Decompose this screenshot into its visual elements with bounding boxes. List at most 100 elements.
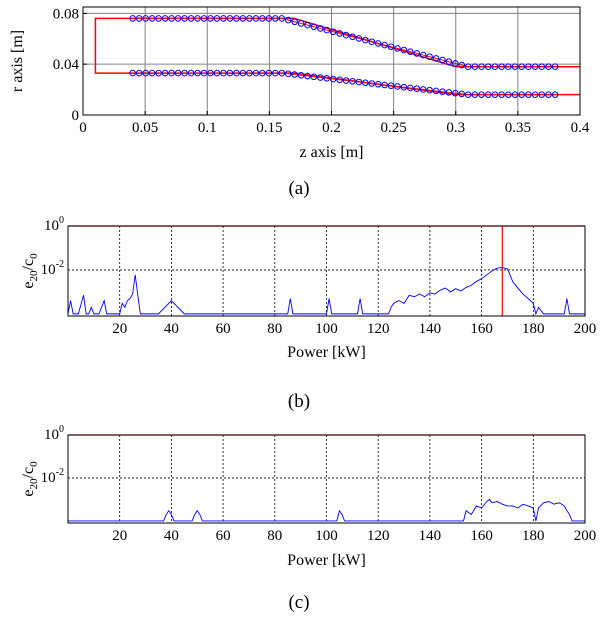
marker-point [168,15,175,22]
marker-point [464,91,472,98]
tick-label-x: 0.3 [446,120,465,136]
marker-point [498,63,505,71]
marker-point [323,26,331,34]
marker-point [511,63,519,71]
marker-point [464,63,472,71]
marker-point [329,28,337,36]
marker-point [531,63,539,71]
data-series [68,498,585,522]
marker-point [505,91,512,98]
panel-caption-c: (c) [288,592,309,613]
x-axis-label: z axis [m] [300,144,364,161]
marker-point [155,15,162,22]
tick-label-x: 160 [470,321,493,337]
y-axis-label: e20/c0 [20,461,40,497]
tick-label-y: 0.04 [53,57,80,73]
marker-point [518,63,525,71]
marker-point [246,69,253,77]
y-axis-label: e20/c0 [20,253,40,289]
marker-point [200,15,208,22]
panel-a: 0 0.05 0.1 0.15 0.2 0.25 0.3 0.35 0.4 0 0.04 0.08 z … [9,6,590,199]
marker-point [207,15,214,22]
marker-point [265,15,273,22]
marker-point [310,23,318,31]
geometry-outline [94,17,580,96]
tick-label-y: 100 [44,215,64,234]
tick-label-x: 60 [216,528,231,544]
marker-point [368,38,376,46]
marker-point [445,89,453,96]
tick-label-x: 0.15 [256,120,282,136]
marker-point [278,69,286,77]
marker-point [426,53,433,61]
marker-point [336,30,343,37]
tick-label-x: 200 [574,528,597,544]
marker-point [458,61,466,69]
marker-point [381,81,388,89]
tick-label-x: 40 [164,528,179,544]
marker-point [374,40,382,47]
plot-frame [67,225,586,317]
tick-label-y: 0 [72,108,80,124]
marker-point [387,82,395,90]
marker-point [498,91,505,98]
tick-label-x: 0.05 [132,120,158,136]
marker-point [525,91,532,98]
marker-point [213,15,221,22]
marker-point [272,15,279,22]
tick-exponent: 0 [59,215,64,226]
marker-point [445,58,453,66]
marker-point [220,15,227,22]
marker-point [239,69,247,77]
marker-point [259,69,266,77]
marker-point [155,69,162,77]
marker-point [518,91,525,98]
marker-point [259,15,266,22]
marker-point [129,15,136,22]
tick-label-x: 20 [112,528,127,544]
marker-point [505,63,512,71]
marker-point [511,91,519,98]
tick-label-x: 120 [367,528,390,544]
marker-point [525,63,532,71]
marker-point [252,69,260,77]
tick-label-x: 160 [470,528,493,544]
y-label-sub: 0 [28,253,40,259]
marker-point [181,69,188,77]
marker-point [349,77,356,85]
tick-label-x: 140 [419,528,442,544]
marker-point [394,45,401,52]
y-label-main: e [20,281,37,288]
tick-label-x: 80 [267,528,282,544]
tick-exponent: 0 [59,424,64,435]
marker-point [381,41,388,49]
plot-frame [82,6,581,116]
marker-point [291,18,298,26]
marker-point [278,15,286,22]
tick-label-x: 0.35 [505,120,531,136]
marker-point [148,69,156,77]
plot-frame [67,434,586,524]
marker-point [148,15,156,22]
marker-point [471,63,479,71]
marker-point [220,69,227,77]
marker-point [336,76,343,84]
marker-point [342,77,350,84]
tick-label-x: 80 [267,321,282,337]
marker-point [233,15,240,22]
marker-point [478,63,485,71]
marker-point [531,91,539,98]
marker-point [135,69,143,77]
tick-label-x: 200 [574,321,597,337]
marker-point [135,15,143,22]
y-label-sub: 20 [28,270,40,282]
marker-point [545,63,552,71]
marker-point [272,69,279,77]
tick-label-x: 0.1 [198,120,217,136]
marker-point [310,73,318,81]
marker-point [317,74,324,81]
marker-point [265,69,273,77]
tick-exponent: -2 [56,467,64,478]
marker-point [413,85,421,93]
marker-point [407,84,414,92]
